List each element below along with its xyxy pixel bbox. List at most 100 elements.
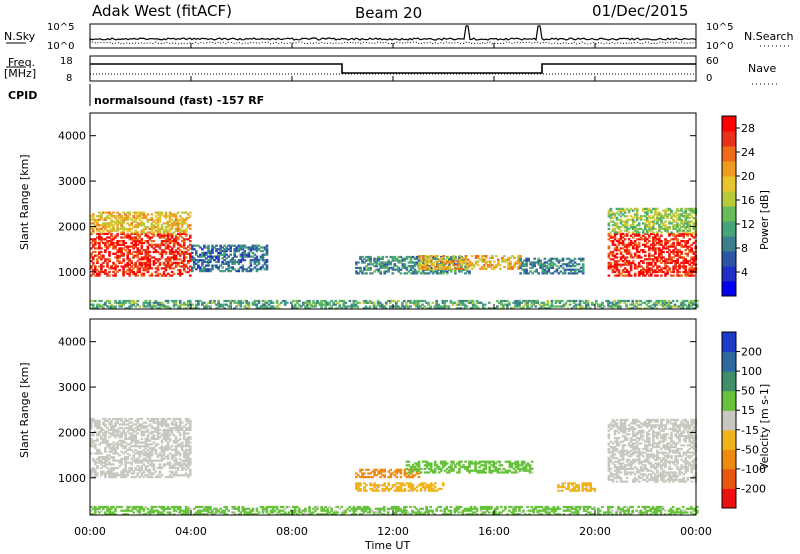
data-cell-power-8 <box>542 305 546 308</box>
data-cell-velocity-1 <box>383 470 386 473</box>
data-cell-velocity-0 <box>160 450 164 453</box>
data-cell-power-1 <box>174 213 178 216</box>
data-cell-velocity-0 <box>130 463 133 466</box>
data-cell-power-6 <box>670 258 673 261</box>
data-cell-power-8 <box>469 307 473 310</box>
data-cell-power-0 <box>136 254 140 257</box>
data-cell-power-4 <box>517 255 520 258</box>
data-cell-power-8 <box>372 303 376 306</box>
data-cell-power-6 <box>609 250 613 254</box>
data-cell-power-5 <box>579 257 583 260</box>
data-cell-power-0 <box>104 249 107 252</box>
data-cell-power-0 <box>184 234 188 237</box>
data-cell-power-6 <box>644 269 647 272</box>
data-cell-power-3 <box>407 255 411 259</box>
data-cell-power-8 <box>324 301 327 304</box>
data-cell-power-0 <box>166 265 170 268</box>
data-cell-power-6 <box>627 274 631 277</box>
data-cell-velocity-0 <box>100 441 103 444</box>
data-cell-power-0 <box>176 263 180 266</box>
data-cell-power-1 <box>102 222 105 225</box>
data-cell-power-1 <box>162 229 166 232</box>
data-cell-velocity-0 <box>106 472 109 475</box>
data-cell-power-1 <box>150 218 154 221</box>
data-cell-power-0 <box>152 243 156 246</box>
data-cell-velocity-0 <box>104 457 107 460</box>
data-cell-velocity-0 <box>144 465 148 468</box>
data-cell-power-0 <box>189 260 192 263</box>
data-cell-velocity-2 <box>514 469 518 472</box>
data-cell-power-7 <box>660 220 663 223</box>
data-cell-power-0 <box>174 254 178 257</box>
data-cell-power-4 <box>422 265 425 269</box>
data-cell-power-6 <box>670 245 673 248</box>
data-cell-power-0 <box>170 240 174 243</box>
data-cell-power-4 <box>444 267 448 270</box>
data-cell-power-1 <box>100 213 103 216</box>
data-cell-power-0 <box>182 263 186 266</box>
data-cell-power-7 <box>676 229 679 232</box>
data-cell-power-0 <box>122 258 125 261</box>
data-cell-power-5 <box>561 266 565 269</box>
data-cell-power-3 <box>363 257 366 260</box>
data-cell-power-6 <box>656 270 659 274</box>
data-cell-velocity-0 <box>166 476 170 479</box>
data-cell-power-0 <box>170 236 174 239</box>
data-cell-power-8 <box>597 303 600 306</box>
data-cell-power-0 <box>180 236 184 239</box>
data-cell-velocity-0 <box>94 474 97 477</box>
data-cell-power-0 <box>134 272 137 275</box>
data-cell-power-8 <box>197 301 200 304</box>
data-cell-power-8 <box>681 305 685 308</box>
data-cell-velocity-2 <box>526 469 530 472</box>
data-cell-power-2 <box>251 268 255 271</box>
data-cell-velocity-0 <box>156 417 160 421</box>
data-cell-velocity-0 <box>144 474 148 477</box>
data-cell-velocity-2 <box>458 471 461 474</box>
data-cell-power-8 <box>498 301 501 304</box>
data-cell-velocity-0 <box>124 417 127 421</box>
data-cell-power-2 <box>243 250 247 253</box>
data-cell-power-0 <box>122 243 125 246</box>
data-cell-power-0 <box>176 269 180 272</box>
data-cell-velocity-0 <box>100 452 103 455</box>
data-cell-power-8 <box>178 299 182 303</box>
data-cell-power-8 <box>635 301 638 304</box>
data-cell-power-6 <box>654 247 657 250</box>
data-cell-power-7 <box>646 229 649 232</box>
data-cell-velocity-0 <box>92 432 95 435</box>
data-cell-power-0 <box>136 240 140 243</box>
data-cell-power-6 <box>648 258 651 261</box>
data-cell-velocity-0 <box>184 441 188 444</box>
data-cell-power-8 <box>378 301 382 304</box>
data-cell-velocity-0 <box>166 437 170 441</box>
data-cell-power-6 <box>633 241 637 245</box>
radar-title: Adak West (fitACF) <box>92 2 232 20</box>
data-cell-power-8 <box>459 301 463 304</box>
data-cell-power-4 <box>499 264 502 267</box>
data-cell-power-1 <box>174 216 178 220</box>
data-cell-power-7 <box>609 207 613 210</box>
data-cell-power-8 <box>687 307 691 310</box>
data-cell-power-2 <box>239 259 243 262</box>
data-cell-power-8 <box>502 305 505 308</box>
data-cell-velocity-1 <box>407 474 411 477</box>
data-cell-power-0 <box>174 238 178 241</box>
data-cell-velocity-0 <box>180 428 184 431</box>
data-cell-power-7 <box>680 218 683 221</box>
data-cell-power-3 <box>415 261 419 264</box>
data-cell-velocity-0 <box>184 428 188 431</box>
data-cell-power-0 <box>104 270 107 274</box>
data-cell-power-1 <box>98 211 101 214</box>
data-cell-power-7 <box>674 227 677 230</box>
data-cell-power-7 <box>637 227 641 230</box>
data-cell-velocity-2 <box>415 469 419 472</box>
data-cell-power-2 <box>207 259 210 262</box>
cpid-text: normalsound (fast) -157 RF <box>94 94 264 107</box>
data-cell-velocity-0 <box>168 430 172 433</box>
data-cell-power-2 <box>255 250 259 253</box>
data-cell-power-5 <box>567 272 571 275</box>
data-cell-power-0 <box>146 267 150 270</box>
data-cell-power-8 <box>619 301 622 304</box>
data-cell-power-1 <box>168 211 172 214</box>
